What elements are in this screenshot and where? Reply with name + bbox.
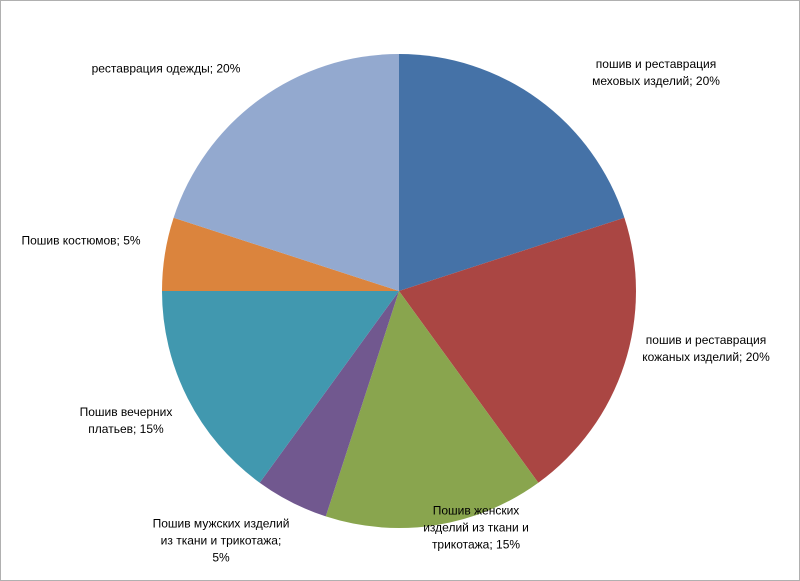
value-label: 20% — [745, 350, 770, 364]
pie-slice — [399, 54, 625, 291]
value-label: 5% — [123, 233, 141, 248]
pie-slice — [259, 291, 399, 517]
pie-slice — [399, 217, 636, 483]
category-name: реставрация одежды; — [91, 61, 214, 76]
value-label: 20% — [695, 74, 720, 88]
slice-label: пошив и реставрация кожаных изделий; 20% — [631, 332, 781, 366]
pie-slice — [162, 217, 399, 291]
pie-slice — [173, 54, 399, 291]
value-label: 15% — [496, 537, 521, 552]
slice-label: Пошив вечерних платьев; 15% — [66, 404, 186, 438]
category-name: Пошив мужских изделий из ткани и трикота… — [152, 516, 290, 548]
slice-label: Пошив мужских изделий из ткани и трикота… — [151, 516, 291, 567]
category-name: Пошив женских изделий из ткани и трикота… — [423, 503, 529, 552]
slice-label: Пошив женских изделий из ткани и трикота… — [411, 503, 541, 554]
category-name: пошив и реставрация кожаных изделий; — [642, 333, 767, 364]
pie-slice — [325, 291, 539, 528]
slice-label: пошив и реставрация меховых изделий; 20% — [576, 56, 736, 90]
category-name: пошив и реставрация меховых изделий; — [592, 57, 717, 88]
slice-label: Пошив костюмов; 5% — [1, 233, 161, 250]
slice-label: реставрация одежды; 20% — [81, 61, 251, 78]
value-label: 15% — [139, 422, 164, 436]
value-label: 20% — [216, 61, 241, 76]
category-name: Пошив вечерних платьев; — [79, 405, 173, 436]
pie-slice — [162, 291, 399, 483]
value-label: 5% — [212, 550, 230, 565]
category-name: Пошив костюмов; — [21, 233, 120, 248]
